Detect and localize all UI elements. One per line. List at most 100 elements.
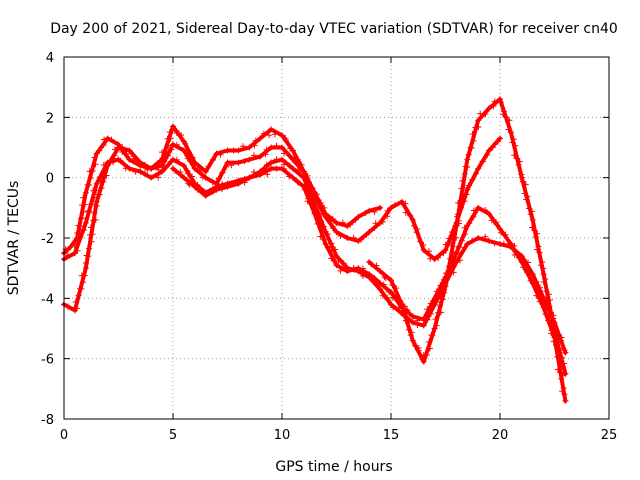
data-point	[264, 171, 271, 178]
data-point	[372, 276, 379, 283]
data-point	[545, 291, 552, 298]
data-point	[407, 212, 414, 219]
data-point	[436, 302, 443, 309]
data-point	[295, 161, 302, 168]
data-series	[61, 96, 569, 404]
data-point	[534, 246, 541, 253]
data-point	[366, 207, 373, 214]
data-point	[219, 186, 226, 193]
data-point	[398, 198, 405, 205]
data-point	[82, 265, 89, 272]
data-point	[223, 163, 230, 170]
data-point	[344, 268, 351, 275]
data-point	[486, 210, 493, 217]
data-point	[393, 285, 400, 292]
data-point	[309, 185, 316, 192]
data-point	[438, 309, 445, 316]
data-point	[461, 244, 468, 251]
data-point	[396, 297, 403, 304]
data-point	[511, 152, 518, 159]
y-tick-label: -2	[41, 232, 54, 247]
data-point	[542, 311, 549, 318]
data-point	[228, 180, 235, 187]
data-point	[172, 167, 179, 174]
data-point	[560, 360, 567, 367]
data-point	[520, 264, 527, 271]
data-point	[100, 162, 107, 169]
data-point	[347, 221, 354, 228]
data-point	[540, 278, 547, 285]
data-point	[461, 170, 468, 177]
data-point	[457, 250, 464, 257]
data-point	[266, 132, 273, 139]
data-point	[554, 339, 561, 346]
data-point	[562, 397, 569, 404]
data-point	[467, 144, 474, 151]
data-point	[400, 312, 407, 319]
data-point	[224, 147, 231, 154]
data-point	[241, 158, 248, 165]
data-point	[103, 172, 110, 179]
data-point	[533, 283, 540, 290]
data-point	[81, 201, 88, 208]
data-point	[168, 146, 175, 153]
data-point	[123, 150, 130, 157]
data-point	[320, 236, 327, 243]
data-point	[366, 228, 373, 235]
data-point	[184, 170, 191, 177]
data-point	[405, 326, 412, 333]
data-point	[88, 201, 95, 208]
data-point	[382, 275, 389, 282]
data-point	[528, 208, 535, 215]
data-point	[475, 117, 482, 124]
x-tick-label: 0	[60, 428, 68, 443]
data-point	[359, 273, 366, 279]
data-point	[461, 224, 468, 231]
data-point	[445, 270, 452, 277]
data-point	[235, 159, 242, 166]
data-point	[228, 162, 235, 169]
data-point	[328, 246, 335, 253]
data-point	[488, 217, 495, 224]
data-point	[503, 114, 510, 121]
data-point	[295, 179, 302, 186]
data-point	[540, 304, 547, 311]
data-point	[409, 313, 416, 320]
data-point	[93, 180, 100, 187]
data-point	[126, 147, 133, 154]
data-point	[101, 168, 108, 175]
data-point	[177, 168, 184, 175]
data-point	[282, 137, 289, 144]
data-point	[79, 202, 86, 209]
data-point	[324, 231, 331, 238]
data-point	[64, 252, 71, 259]
data-point	[82, 260, 89, 267]
data-point	[439, 296, 446, 303]
data-point	[455, 220, 462, 227]
data-point	[486, 105, 493, 112]
data-point	[484, 152, 491, 159]
data-point	[482, 206, 489, 213]
data-point	[559, 363, 566, 370]
data-point	[108, 136, 115, 143]
data-point	[424, 312, 431, 319]
data-point	[533, 292, 540, 299]
data-point	[93, 187, 100, 194]
data-point	[205, 163, 212, 170]
data-point	[497, 135, 503, 142]
data-point	[409, 337, 416, 344]
chart-title: Day 200 of 2021, Sidereal Day-to-day VTE…	[50, 21, 618, 37]
data-point	[557, 357, 564, 364]
y-tick-label: 2	[46, 111, 54, 126]
data-point	[411, 342, 418, 349]
data-point	[263, 161, 270, 168]
data-point	[491, 98, 498, 105]
data-point	[73, 305, 80, 312]
data-point	[515, 161, 522, 168]
data-point	[464, 241, 471, 248]
data-point	[77, 215, 84, 222]
data-point	[119, 144, 126, 151]
data-point	[377, 268, 384, 275]
data-point	[451, 227, 458, 234]
